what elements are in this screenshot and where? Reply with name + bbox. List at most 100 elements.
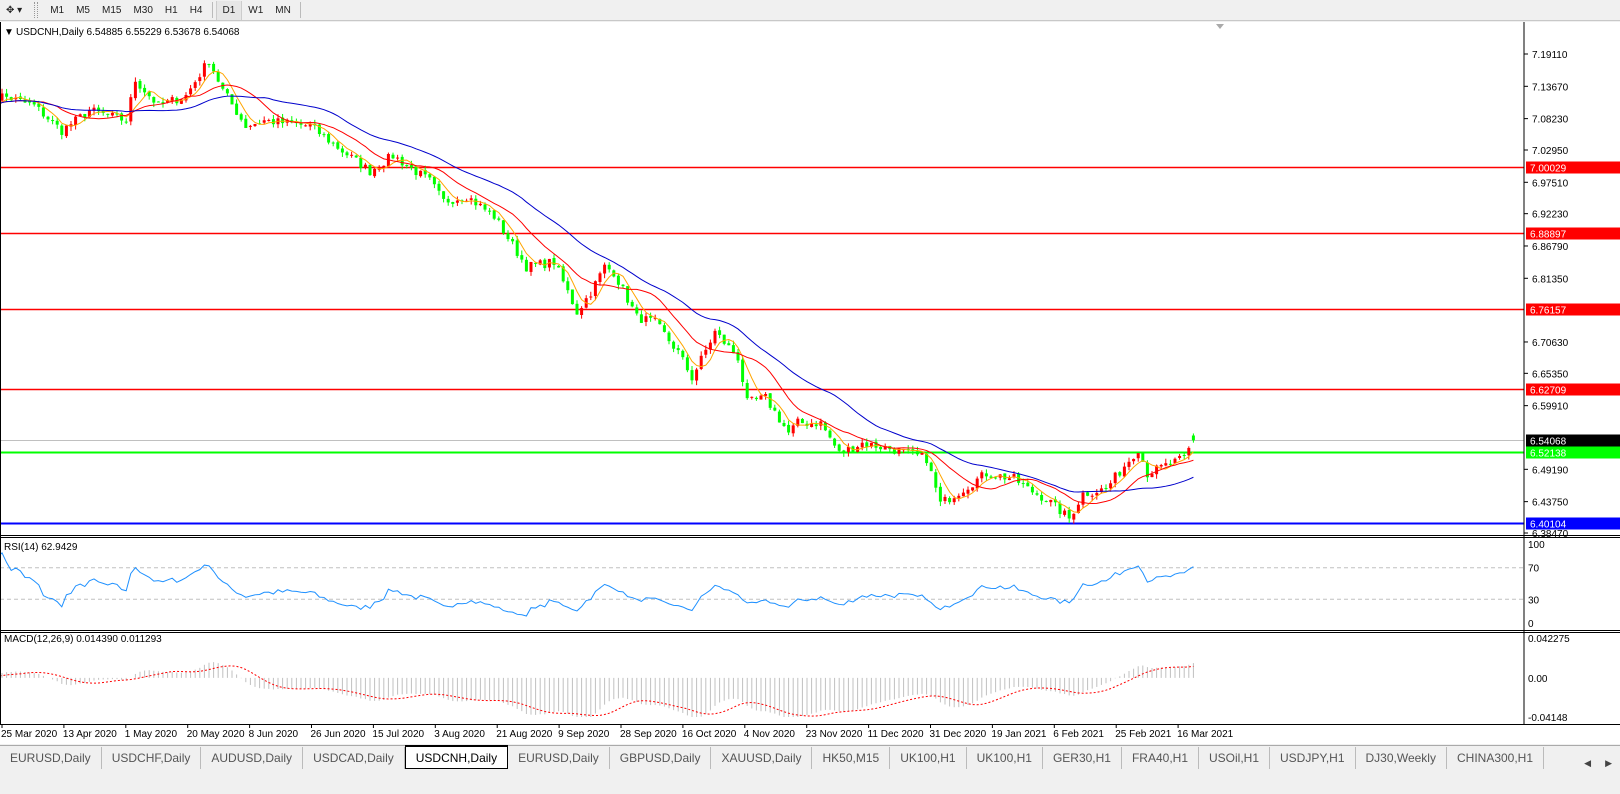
- candle-body: [138, 81, 142, 89]
- crosshair-tool-icon[interactable]: ✥ ▾: [6, 4, 23, 16]
- candle-body: [442, 191, 446, 199]
- candle-body: [1007, 478, 1011, 481]
- candle-body: [695, 369, 699, 381]
- candle-body: [428, 174, 432, 178]
- bid-price-label: 6.54068: [1530, 437, 1567, 448]
- tab-xauusd-daily[interactable]: XAUUSD,Daily: [711, 747, 813, 769]
- date-tick-label: 9 Sep 2020: [558, 729, 610, 740]
- candle-body: [635, 307, 639, 314]
- candle-body: [607, 264, 611, 270]
- tab-uk100-h1[interactable]: UK100,H1: [967, 747, 1043, 769]
- macd-label: MACD(12,26,9) 0.014390 0.011293: [4, 634, 162, 645]
- candle-body: [129, 97, 133, 122]
- candle-body: [1040, 494, 1044, 501]
- candle-body: [152, 97, 156, 103]
- price-tick-label: 6.97510: [1532, 178, 1569, 189]
- timeframe-mn-button[interactable]: MN: [275, 4, 291, 16]
- candle-body: [570, 289, 574, 305]
- tab-usdchf-daily[interactable]: USDCHF,Daily: [102, 747, 202, 769]
- candle-body: [1159, 464, 1163, 467]
- candle-body: [524, 259, 528, 272]
- candle-body: [980, 472, 984, 479]
- candle-body: [74, 116, 78, 126]
- candle-body: [561, 266, 565, 282]
- candle-body: [1086, 492, 1090, 496]
- separator: [299, 2, 301, 18]
- candle-body: [515, 240, 519, 256]
- tab-uk100-h1[interactable]: UK100,H1: [890, 747, 967, 769]
- candle-body: [800, 418, 804, 424]
- tab-fra40-h1[interactable]: FRA40,H1: [1122, 747, 1199, 769]
- candle-body: [865, 442, 869, 447]
- candle-body: [593, 281, 597, 296]
- candle-body: [271, 119, 275, 125]
- candle-body: [1168, 463, 1172, 465]
- price-tick-label: 7.08230: [1532, 115, 1569, 126]
- tab-usdcnh-daily[interactable]: USDCNH,Daily: [404, 745, 509, 769]
- candle-body: [529, 261, 533, 272]
- tab-dj30-weekly[interactable]: DJ30,Weekly: [1356, 747, 1447, 769]
- price-tick-label: 6.43750: [1532, 498, 1569, 509]
- price-tick-label: 7.19110: [1532, 50, 1568, 61]
- candle-body: [575, 303, 579, 315]
- candle-body: [520, 255, 524, 260]
- candle-body: [511, 238, 515, 242]
- date-tick-label: 19 Jan 2021: [991, 729, 1046, 740]
- candle-body: [419, 170, 423, 177]
- timeframe-d1-button[interactable]: D1: [215, 0, 243, 20]
- toolbar-grip[interactable]: [34, 2, 39, 18]
- candle-body: [368, 164, 372, 176]
- candle-body: [768, 393, 772, 408]
- candle-body: [474, 198, 478, 206]
- timeframe-m15-button[interactable]: M15: [102, 4, 122, 16]
- timeframe-m5-button[interactable]: M5: [76, 4, 90, 16]
- candle-body: [552, 257, 556, 265]
- timeframe-toolbar: ✥ ▾ M1 M5 M15 M30 H1 H4 D1 W1 MN: [0, 0, 1620, 21]
- candle-body: [1053, 499, 1057, 503]
- tab-scroll-right-icon[interactable]: ▶: [1605, 758, 1612, 768]
- timeframe-w1-button[interactable]: W1: [248, 4, 264, 16]
- tab-usdcad-daily[interactable]: USDCAD,Daily: [303, 747, 405, 769]
- candle-body: [741, 359, 745, 382]
- tab-eurusd-daily[interactable]: EURUSD,Daily: [0, 747, 102, 769]
- timeframe-m30-button[interactable]: M30: [133, 4, 153, 16]
- chart-canvas[interactable]: 7.00029 6.88897 6.76157 6.62709 6.52138 6.401…: [0, 22, 1620, 744]
- candle-body: [106, 113, 110, 115]
- timeframe-m1-button[interactable]: M1: [50, 4, 65, 16]
- candle-body: [423, 169, 427, 175]
- candle-body: [230, 94, 234, 105]
- candle-body: [1030, 486, 1034, 493]
- candle-body: [212, 63, 216, 72]
- candle-body: [1090, 495, 1094, 497]
- candle-body: [455, 200, 459, 203]
- timeframe-h1-button[interactable]: H1: [164, 4, 178, 16]
- legend-collapse-icon[interactable]: ▼: [4, 27, 14, 38]
- candle-body: [267, 120, 271, 122]
- candle-body: [317, 124, 321, 135]
- tab-china300-h1[interactable]: CHINA300,H1: [1447, 747, 1545, 769]
- price-tick-label: 6.38470: [1532, 529, 1569, 540]
- level-price-badge: [1526, 446, 1620, 459]
- candle-body: [879, 447, 883, 450]
- tab-ger30-h1[interactable]: GER30,H1: [1043, 747, 1122, 769]
- timeframe-h4-button[interactable]: H4: [189, 4, 203, 16]
- chart-shift-marker-icon[interactable]: [1216, 24, 1224, 29]
- candle-body: [543, 259, 547, 269]
- level-price-badge: [1526, 227, 1620, 240]
- tab-hk50-m15[interactable]: HK50,M15: [812, 747, 891, 769]
- tab-scroll-left-icon[interactable]: ◀: [1584, 758, 1592, 768]
- candle-body: [478, 203, 482, 206]
- candle-body: [929, 462, 933, 472]
- tab-gbpusd-daily[interactable]: GBPUSD,Daily: [610, 747, 712, 769]
- rsi-tick-label: 100: [1528, 540, 1545, 551]
- price-tick-label: 6.65350: [1532, 369, 1569, 380]
- chart-window[interactable]: 7.00029 6.88897 6.76157 6.62709 6.52138 6.401…: [0, 22, 1620, 744]
- tab-eurusd-daily[interactable]: EURUSD,Daily: [508, 747, 610, 769]
- tab-usdjpy-h1[interactable]: USDJPY,H1: [1270, 747, 1356, 769]
- tab-audusd-daily[interactable]: AUDUSD,Daily: [201, 747, 304, 769]
- candle-body: [60, 125, 64, 135]
- candle-body: [547, 258, 551, 268]
- candle-body: [915, 451, 919, 455]
- level-price-label: 6.52138: [1530, 449, 1567, 460]
- tab-usoil-h1[interactable]: USOil,H1: [1199, 747, 1271, 769]
